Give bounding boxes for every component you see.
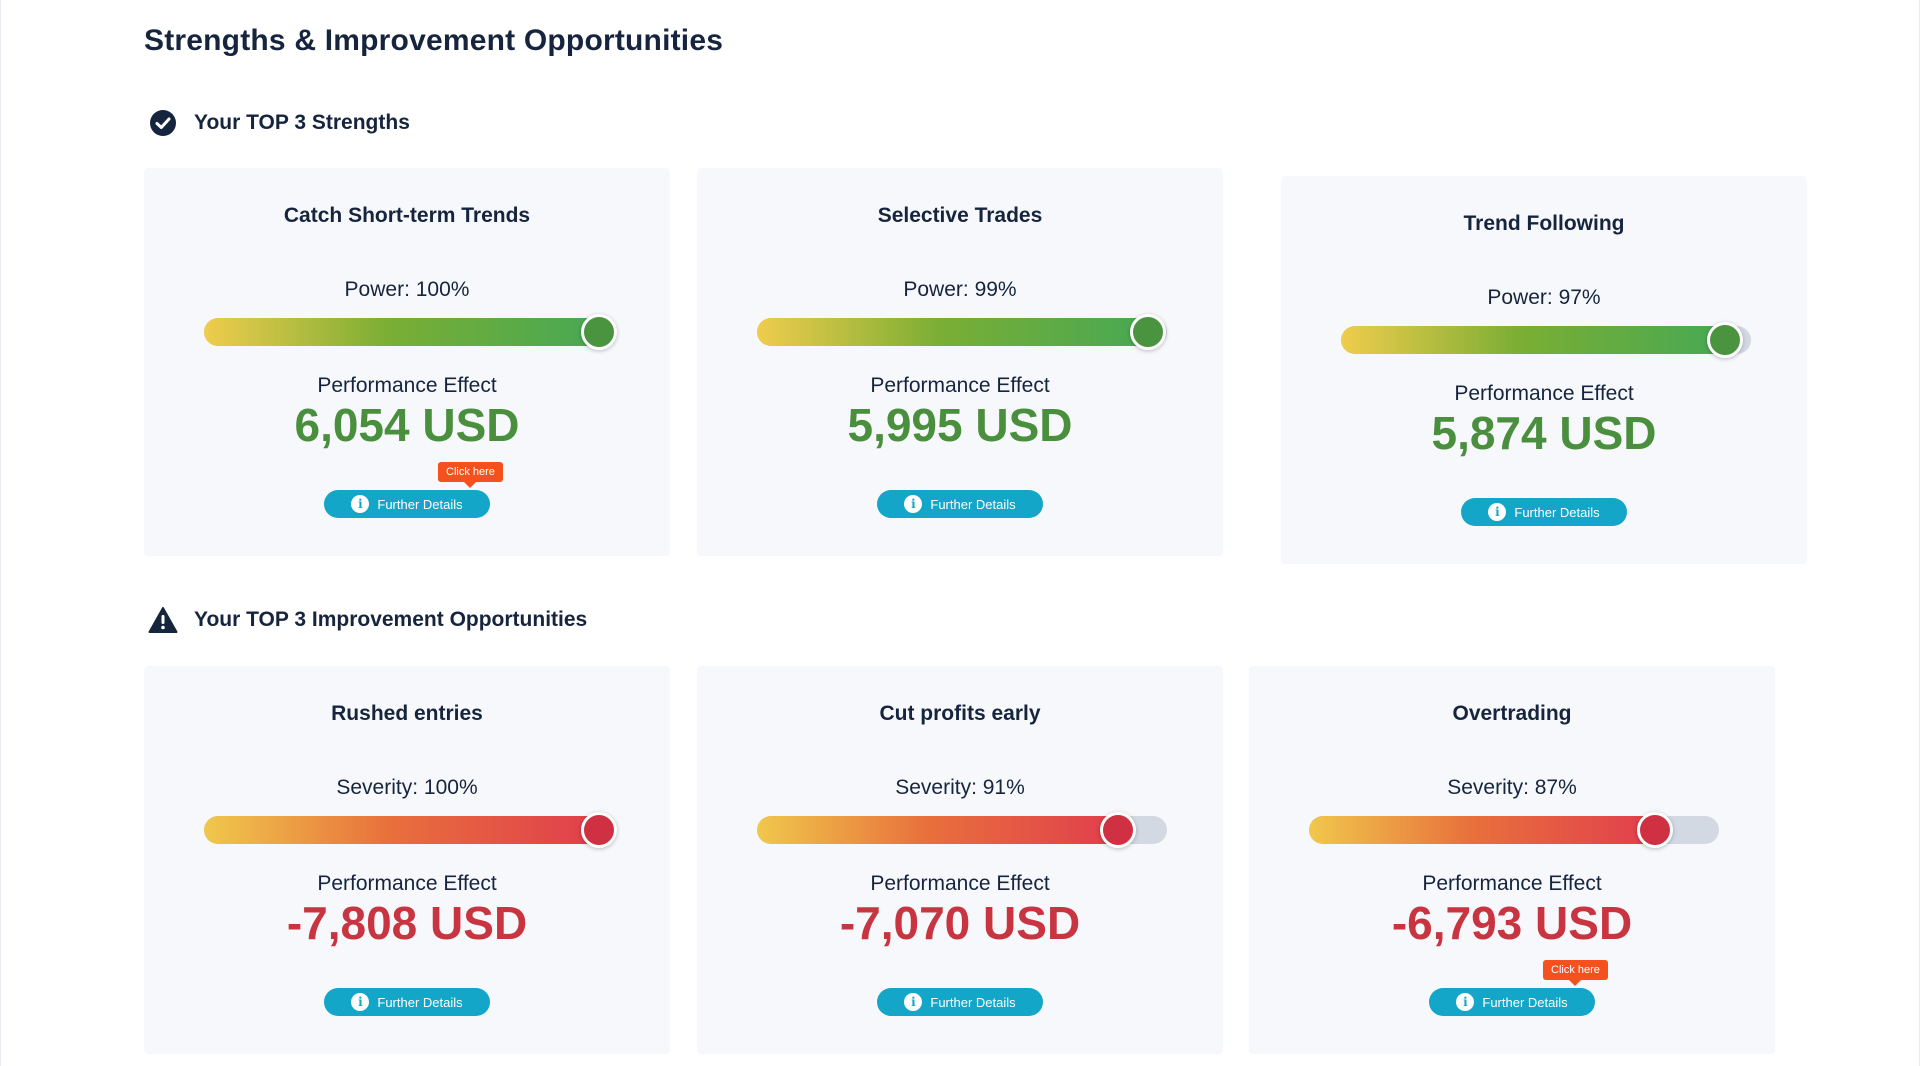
strengths-heading: Your TOP 3 Strengths [194, 111, 410, 134]
effect-label: Performance Effect [870, 374, 1050, 397]
improvement-card-3: Overtrading Severity: 87% Performance Ef… [1249, 666, 1775, 1054]
further-details-button[interactable]: Click here i Further Details [324, 462, 503, 518]
click-here-tooltip: Click here [1543, 960, 1608, 980]
info-icon: i [1488, 503, 1507, 521]
effect-value: 6,054 USD [294, 399, 520, 451]
info-icon: i [351, 495, 370, 513]
info-icon: i [904, 993, 923, 1011]
strength-card-2: Selective Trades Power: 99% Performance … [697, 168, 1223, 556]
improvement-card-2: Cut profits early Severity: 91% Performa… [697, 666, 1223, 1054]
click-here-tooltip: Click here [438, 462, 503, 482]
left-divider [0, 0, 1, 1066]
severity-meter-fill [757, 816, 1133, 844]
effect-label: Performance Effect [317, 374, 497, 397]
severity-meter-knob [1099, 812, 1136, 848]
further-details-button[interactable]: i Further Details [1461, 498, 1627, 526]
power-label: Power: 97% [1487, 286, 1601, 309]
info-icon: i [904, 495, 923, 513]
page-title: Strengths & Improvement Opportunities [144, 24, 724, 57]
further-details-button[interactable]: i Further Details [877, 988, 1043, 1016]
card-title: Catch Short-term Trends [283, 204, 531, 227]
effect-value: -6,793 USD [1391, 897, 1633, 949]
effect-label: Performance Effect [317, 872, 497, 895]
effect-value: 5,995 USD [847, 399, 1073, 451]
severity-meter-knob [581, 812, 617, 848]
power-label: Power: 100% [344, 278, 470, 301]
warning-triangle-icon [148, 605, 178, 635]
effect-label: Performance Effect [1454, 382, 1634, 405]
effect-label: Performance Effect [870, 872, 1050, 895]
severity-meter [757, 812, 1167, 848]
strengths-section-header: Your TOP 3 Strengths [148, 108, 410, 138]
severity-label: Severity: 100% [336, 776, 478, 799]
info-icon: i [1456, 993, 1475, 1011]
effect-label: Performance Effect [1422, 872, 1602, 895]
power-meter-fill [204, 318, 614, 346]
effect-value: 5,874 USD [1431, 407, 1657, 459]
further-details-label: Further Details [377, 496, 463, 512]
power-meter-knob [1130, 314, 1167, 350]
power-meter-fill [757, 318, 1164, 346]
further-details-button[interactable]: Click here i Further Details [1429, 960, 1608, 1016]
further-details-label: Further Details [930, 994, 1016, 1010]
check-circle-icon [148, 108, 178, 138]
severity-label: Severity: 91% [895, 776, 1025, 799]
power-label: Power: 99% [903, 278, 1017, 301]
power-meter-knob [1706, 322, 1743, 358]
further-details-label: Further Details [1514, 504, 1600, 520]
severity-meter-fill [1309, 816, 1670, 844]
strength-card-3: Trend Following Power: 97% Performance E… [1281, 176, 1807, 564]
further-details-label: Further Details [930, 496, 1016, 512]
further-details-button[interactable]: i Further Details [877, 490, 1043, 518]
further-details-label: Further Details [1482, 994, 1568, 1010]
info-icon: i [351, 993, 370, 1011]
effect-value: -7,070 USD [839, 897, 1081, 949]
severity-meter-knob [1636, 812, 1673, 848]
severity-meter [1309, 812, 1719, 848]
card-title: Cut profits early [879, 702, 1041, 725]
improvements-section-header: Your TOP 3 Improvement Opportunities [148, 605, 587, 635]
improvements-heading: Your TOP 3 Improvement Opportunities [194, 608, 588, 631]
card-title: Selective Trades [877, 204, 1043, 227]
severity-label: Severity: 87% [1447, 776, 1577, 799]
severity-meter-fill [204, 816, 614, 844]
severity-meter [204, 812, 617, 848]
strength-card-1: Catch Short-term Trends Power: 100% Perf… [144, 168, 670, 556]
improvement-card-1: Rushed entries Severity: 100% Performanc… [144, 666, 670, 1054]
card-title: Overtrading [1452, 702, 1572, 725]
power-meter-fill [1341, 326, 1740, 354]
power-meter [1341, 322, 1751, 358]
card-title: Trend Following [1463, 212, 1625, 235]
further-details-label: Further Details [377, 994, 463, 1010]
power-meter [757, 314, 1167, 350]
power-meter [204, 314, 617, 350]
effect-value: -7,808 USD [286, 897, 528, 949]
card-title: Rushed entries [331, 702, 483, 725]
further-details-button[interactable]: i Further Details [324, 988, 490, 1016]
power-meter-knob [581, 314, 617, 350]
